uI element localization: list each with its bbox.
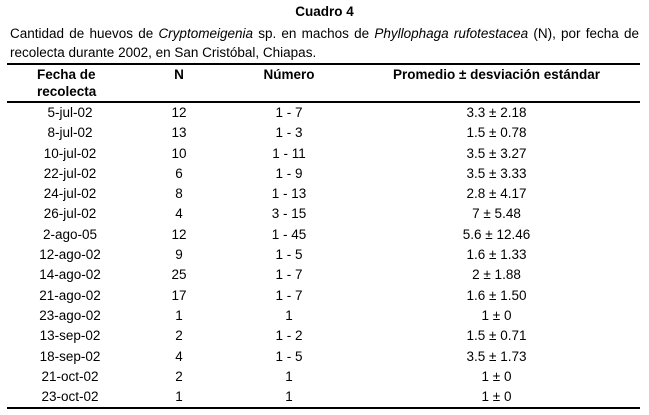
table-row: 24-jul-02 8 1 - 13 2.8 ± 4.17 bbox=[7, 184, 640, 204]
table-row: 23-oct-02 1 1 1 ± 0 bbox=[7, 387, 640, 408]
cell-promedio: 3.3 ± 2.18 bbox=[466, 105, 527, 120]
cell-fecha: 8-jul-02 bbox=[47, 125, 93, 141]
cell-numero: 1 - 45 bbox=[271, 226, 307, 242]
cell-fecha: 18-sep-02 bbox=[39, 348, 101, 364]
cell-n: 2 bbox=[175, 328, 183, 344]
table-row: 2-ago-05 12 1 - 45 5.6 ± 12.46 bbox=[7, 225, 640, 245]
cell-fecha: 12-ago-02 bbox=[39, 247, 101, 263]
cell-fecha: 23-oct-02 bbox=[41, 389, 99, 405]
cell-fecha: 21-ago-02 bbox=[39, 287, 101, 303]
cell-n: 4 bbox=[175, 348, 183, 364]
cell-fecha: 5-jul-02 bbox=[47, 105, 93, 120]
species-name: Cryptomeigenia bbox=[158, 26, 253, 41]
cell-numero: 1 - 9 bbox=[275, 165, 303, 181]
table-title: Cuadro 4 bbox=[295, 4, 354, 19]
cell-n: 1 bbox=[175, 307, 183, 323]
cell-promedio: 7 ± 5.48 bbox=[472, 206, 521, 222]
table-header: Fecha de recolecta N Número Promedio ± d… bbox=[7, 64, 640, 102]
table-row: 22-jul-02 6 1 - 9 3.5 ± 3.33 bbox=[7, 164, 640, 184]
cell-promedio: 3.5 ± 3.27 bbox=[466, 145, 527, 161]
species-name: Phyllophaga rufotestacea bbox=[374, 26, 529, 41]
cell-fecha: 14-ago-02 bbox=[39, 267, 101, 283]
table-row: 10-jul-02 10 1 - 11 3.5 ± 3.27 bbox=[7, 144, 640, 164]
cell-numero: 1 - 7 bbox=[275, 287, 303, 303]
cell-promedio: 2 ± 1.88 bbox=[472, 267, 521, 283]
cell-n: 12 bbox=[171, 226, 187, 242]
cell-promedio: 2.8 ± 4.17 bbox=[466, 186, 527, 202]
table-row: 18-sep-02 4 1 - 5 3.5 ± 1.73 bbox=[7, 347, 640, 367]
table-row: 5-jul-02 12 1 - 7 3.3 ± 2.18 bbox=[7, 102, 640, 123]
header-row: Fecha de recolecta N Número Promedio ± d… bbox=[7, 64, 640, 102]
cell-promedio: 1 ± 0 bbox=[481, 368, 512, 384]
cell-numero: 1 - 5 bbox=[275, 247, 303, 263]
header-numero: Número bbox=[263, 67, 315, 82]
cell-fecha: 10-jul-02 bbox=[43, 145, 97, 161]
cell-numero: 1 bbox=[285, 368, 293, 384]
cell-numero: 1 - 2 bbox=[275, 328, 303, 344]
header-promedio-desviacion: Promedio ± desviación estándar bbox=[393, 67, 600, 82]
cell-promedio: 3.5 ± 3.33 bbox=[466, 165, 527, 181]
cell-promedio: 3.5 ± 1.73 bbox=[466, 348, 527, 364]
cell-numero: 3 - 15 bbox=[271, 206, 307, 222]
table-row: 14-ago-02 25 1 - 7 2 ± 1.88 bbox=[7, 265, 640, 285]
cell-fecha: 13-sep-02 bbox=[39, 328, 101, 344]
cell-n: 8 bbox=[175, 186, 183, 202]
cell-numero: 1 - 7 bbox=[275, 267, 303, 283]
data-table: Fecha de recolecta N Número Promedio ± d… bbox=[7, 63, 640, 410]
cell-fecha: 23-ago-02 bbox=[39, 307, 101, 323]
cell-fecha: 22-jul-02 bbox=[43, 165, 97, 181]
cell-numero: 1 - 13 bbox=[271, 186, 307, 202]
cell-numero: 1 bbox=[285, 307, 293, 323]
table-row: 12-ago-02 9 1 - 5 1.6 ± 1.33 bbox=[7, 245, 640, 265]
cell-n: 4 bbox=[175, 206, 183, 222]
cell-promedio: 1 ± 0 bbox=[481, 389, 512, 405]
cell-numero: 1 - 11 bbox=[272, 145, 306, 161]
cell-fecha: 24-jul-02 bbox=[43, 186, 97, 202]
table-caption: Cantidad de huevos de Cryptomeigenia sp.… bbox=[10, 24, 639, 62]
cell-numero: 1 - 3 bbox=[275, 125, 303, 141]
cell-n: 12 bbox=[171, 105, 187, 120]
table-body: 5-jul-02 12 1 - 7 3.3 ± 2.18 8-jul-02 13 1 - 3… bbox=[7, 102, 640, 408]
table-row: 8-jul-02 13 1 - 3 1.5 ± 0.78 bbox=[7, 123, 640, 143]
cell-fecha: 2-ago-05 bbox=[42, 226, 98, 242]
cell-numero: 1 - 5 bbox=[275, 348, 303, 364]
table-row: 13-sep-02 2 1 - 2 1.5 ± 0.71 bbox=[7, 326, 640, 346]
header-fecha-de-recolecta: Fecha de recolecta bbox=[37, 67, 97, 99]
cell-n: 1 bbox=[175, 389, 183, 405]
cell-promedio: 1 ± 0 bbox=[481, 307, 512, 323]
cell-n: 9 bbox=[175, 247, 183, 263]
caption-text: sp. en machos de bbox=[252, 26, 375, 41]
cell-promedio: 1.6 ± 1.33 bbox=[466, 247, 527, 263]
table-row: 23-ago-02 1 1 1 ± 0 bbox=[7, 306, 640, 326]
cell-n: 2 bbox=[175, 368, 183, 384]
table-row: 21-ago-02 17 1 - 7 1.6 ± 1.50 bbox=[7, 286, 640, 306]
cell-promedio: 5.6 ± 12.46 bbox=[462, 226, 531, 242]
cell-numero: 1 bbox=[285, 389, 293, 405]
cell-n: 13 bbox=[171, 125, 187, 141]
cell-numero: 1 - 7 bbox=[275, 105, 303, 120]
header-n: N bbox=[174, 67, 184, 82]
cell-promedio: 1.5 ± 0.71 bbox=[466, 328, 527, 344]
cell-promedio: 1.6 ± 1.50 bbox=[466, 287, 527, 303]
caption-text: Cantidad de huevos de bbox=[10, 26, 159, 41]
table-row: 26-jul-02 4 3 - 15 7 ± 5.48 bbox=[7, 204, 640, 224]
cell-fecha: 26-jul-02 bbox=[43, 206, 97, 222]
cell-n: 17 bbox=[171, 287, 187, 303]
cell-fecha: 21-oct-02 bbox=[41, 368, 99, 384]
cell-promedio: 1.5 ± 0.78 bbox=[466, 125, 527, 141]
cell-n: 10 bbox=[171, 145, 187, 161]
cell-n: 6 bbox=[175, 165, 183, 181]
cell-n: 25 bbox=[171, 267, 187, 283]
caption-text: (N), por fecha de recolecta durante 2002… bbox=[10, 26, 640, 60]
table-row: 21-oct-02 2 1 1 ± 0 bbox=[7, 367, 640, 387]
